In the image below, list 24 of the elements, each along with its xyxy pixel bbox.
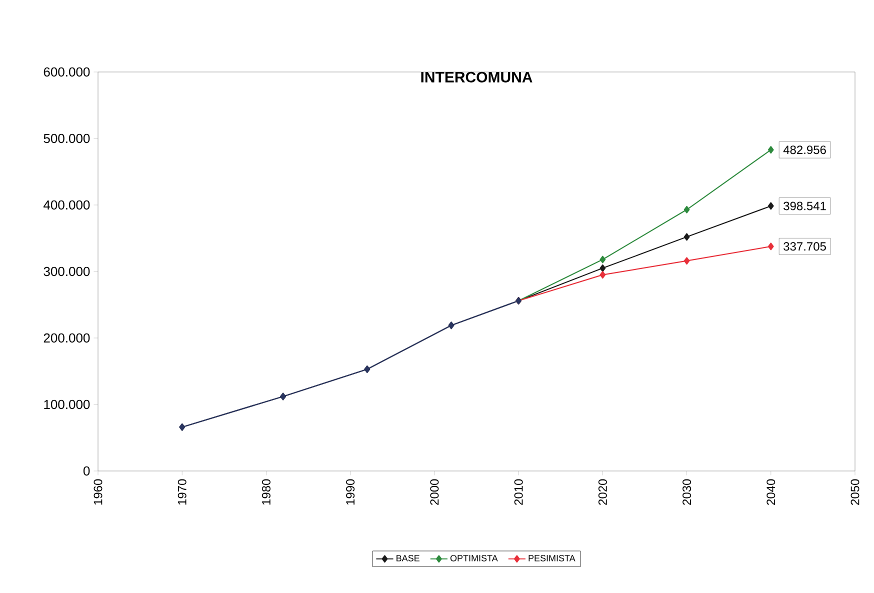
y-tick-label: 0 xyxy=(83,466,90,476)
x-tick-label: 2010 xyxy=(514,479,523,505)
data-label: 337.705 xyxy=(784,242,826,251)
x-tick-label: 2040 xyxy=(766,479,776,505)
legend-label: BASE xyxy=(396,554,420,562)
x-tick-label: 1970 xyxy=(178,479,186,505)
x-tick-label: 2050 xyxy=(850,479,860,505)
y-tick-label: 500.000 xyxy=(44,134,90,144)
data-label: 398.541 xyxy=(784,202,826,210)
y-tick-label: 100.000 xyxy=(44,400,90,410)
y-tick-label: 400.000 xyxy=(44,200,90,210)
x-tick-label: 1990 xyxy=(346,479,355,505)
chart-title: INTERCOMUNA xyxy=(421,72,532,82)
x-tick-label: 2000 xyxy=(430,479,439,505)
x-tick-label: 1960 xyxy=(94,479,102,505)
y-tick-label: 300.000 xyxy=(44,266,90,276)
data-label: 482.956 xyxy=(783,146,826,154)
legend-label: OPTIMISTA xyxy=(450,554,498,562)
legend-label: PESIMISTA xyxy=(528,554,576,562)
x-tick-label: 2030 xyxy=(682,479,692,505)
x-tick-label: 2020 xyxy=(598,479,607,505)
y-tick-label: 600.000 xyxy=(44,67,90,77)
x-tick-label: 1980 xyxy=(262,479,270,505)
y-tick-label: 200.000 xyxy=(44,333,90,343)
